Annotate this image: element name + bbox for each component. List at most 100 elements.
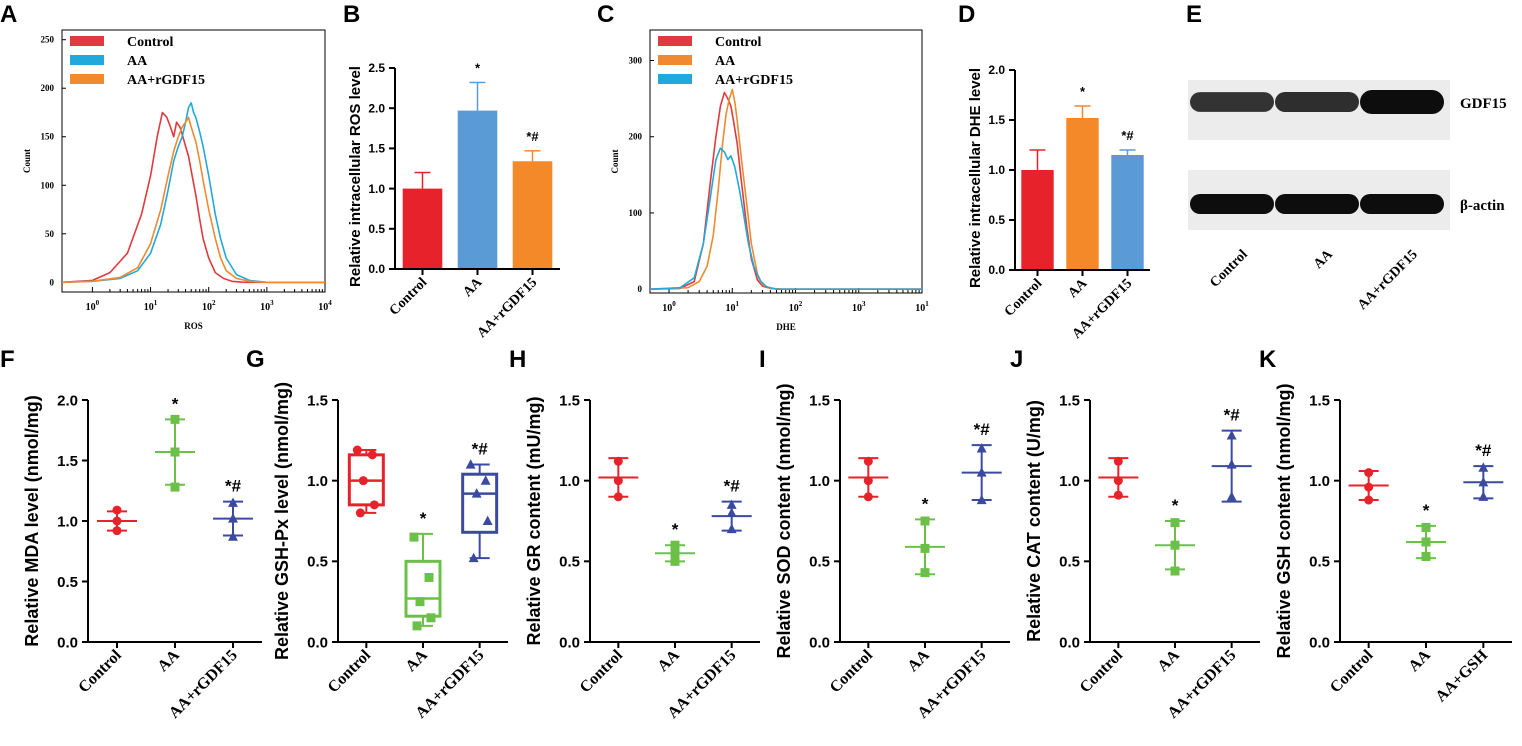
blot-row-label: β-actin xyxy=(1460,198,1505,214)
y-tick-label: 0.5 xyxy=(988,213,1005,227)
y-tick-label: 200 xyxy=(41,83,55,93)
data-point xyxy=(1170,540,1180,550)
y-tick-label: 0.0 xyxy=(809,634,830,651)
x-tick-label: AA xyxy=(1405,646,1434,675)
y-tick-label: 250 xyxy=(41,35,55,45)
y-tick-label: 2.0 xyxy=(988,63,1005,77)
y-axis-label: Relative MDA level (nmol/mg) xyxy=(22,395,42,646)
data-point xyxy=(613,476,623,486)
y-tick-label: 1.5 xyxy=(559,392,580,409)
data-point xyxy=(367,450,377,460)
data-point xyxy=(976,494,987,505)
data-point xyxy=(1113,476,1123,486)
panel-letter: G xyxy=(246,346,265,373)
data-point xyxy=(409,532,419,542)
y-tick-label: 2.0 xyxy=(368,101,385,115)
plot-frame xyxy=(649,29,923,294)
panel-letter: H xyxy=(509,346,526,373)
x-tick-label: 100 xyxy=(662,300,676,314)
x-tick-label: 102 xyxy=(789,300,803,314)
data-point xyxy=(415,597,425,607)
panel-letter: C xyxy=(597,1,614,28)
x-tick-label: AA xyxy=(904,646,933,675)
data-point xyxy=(1170,518,1180,528)
y-tick-label: 1.5 xyxy=(988,113,1005,127)
plot-frame xyxy=(61,29,326,293)
significance-label: *# xyxy=(1224,406,1241,425)
data-point xyxy=(1170,566,1180,576)
y-tick-label: 1.0 xyxy=(1309,473,1330,490)
data-point xyxy=(480,475,491,485)
significance-label: *# xyxy=(974,420,991,439)
significance-label: * xyxy=(672,520,679,539)
data-point xyxy=(976,467,987,477)
data-point xyxy=(1226,491,1237,501)
x-axis-label: ROS xyxy=(184,321,203,331)
panel-letter: B xyxy=(343,1,360,28)
y-tick-label: 100 xyxy=(41,180,55,190)
x-tick-label: AA+GSH xyxy=(1432,646,1491,705)
y-axis-label: Relative intracellular DHE level xyxy=(967,68,984,288)
data-point xyxy=(170,482,180,492)
y-axis-label: Relative SOD content (nmol/mg) xyxy=(774,383,794,658)
x-tick-exponent: 1 xyxy=(925,300,929,308)
x-tick-label: AA xyxy=(154,646,183,675)
data-point xyxy=(613,456,623,466)
data-point xyxy=(613,492,623,502)
panel-letter: E xyxy=(1186,1,1202,28)
y-tick-label: 1.0 xyxy=(57,513,78,530)
legend-label: AA+rGDF15 xyxy=(127,73,205,88)
y-tick-label: 100 xyxy=(629,208,643,218)
data-point xyxy=(726,507,737,517)
data-point xyxy=(920,568,930,578)
data-point xyxy=(976,443,987,453)
panel-letter: F xyxy=(0,346,15,373)
panel-letter: A xyxy=(0,1,17,28)
y-axis-label: Count xyxy=(610,149,620,173)
series-line-control xyxy=(649,91,922,290)
y-tick-label: 0.5 xyxy=(1059,554,1080,571)
significance-label: *# xyxy=(724,477,741,496)
data-point xyxy=(1226,430,1237,440)
blot-band xyxy=(1275,194,1359,214)
data-point xyxy=(1421,537,1431,547)
bar-0 xyxy=(1021,170,1054,270)
y-tick-label: 1.0 xyxy=(1059,473,1080,490)
x-tick-label: Control xyxy=(577,646,627,696)
x-tick-label: AA xyxy=(1154,646,1183,675)
x-tick-label: Control xyxy=(1077,646,1127,696)
significance-label: * xyxy=(1172,496,1179,515)
data-point xyxy=(1421,522,1431,532)
data-point xyxy=(1113,490,1123,500)
legend-label: Control xyxy=(715,35,762,50)
legend-label: AA xyxy=(127,54,148,69)
panel-letter: D xyxy=(958,1,975,28)
series-line-control xyxy=(61,111,325,284)
data-point xyxy=(228,513,238,523)
x-tick-label: 100 xyxy=(86,299,100,313)
legend-label: AA+rGDF15 xyxy=(715,73,793,88)
y-tick-label: 200 xyxy=(629,132,643,142)
blot-band xyxy=(1360,194,1444,214)
box-1 xyxy=(404,559,442,618)
data-point xyxy=(670,540,680,550)
legend-swatch xyxy=(70,55,104,65)
lane-label: AA xyxy=(1311,247,1337,273)
y-tick-label: 50 xyxy=(45,229,55,239)
y-tick-label: 0.5 xyxy=(559,554,580,571)
x-tick-label: AA xyxy=(1065,276,1091,302)
data-point xyxy=(670,548,680,558)
y-tick-label: 1.5 xyxy=(809,392,830,409)
y-axis-label: Relative GR content (mU/mg) xyxy=(524,396,544,645)
data-point xyxy=(1421,551,1431,561)
data-point xyxy=(424,572,434,582)
y-tick-label: 1.0 xyxy=(307,473,328,490)
data-point xyxy=(1113,456,1123,466)
blot-row-label: GDF15 xyxy=(1460,96,1507,112)
